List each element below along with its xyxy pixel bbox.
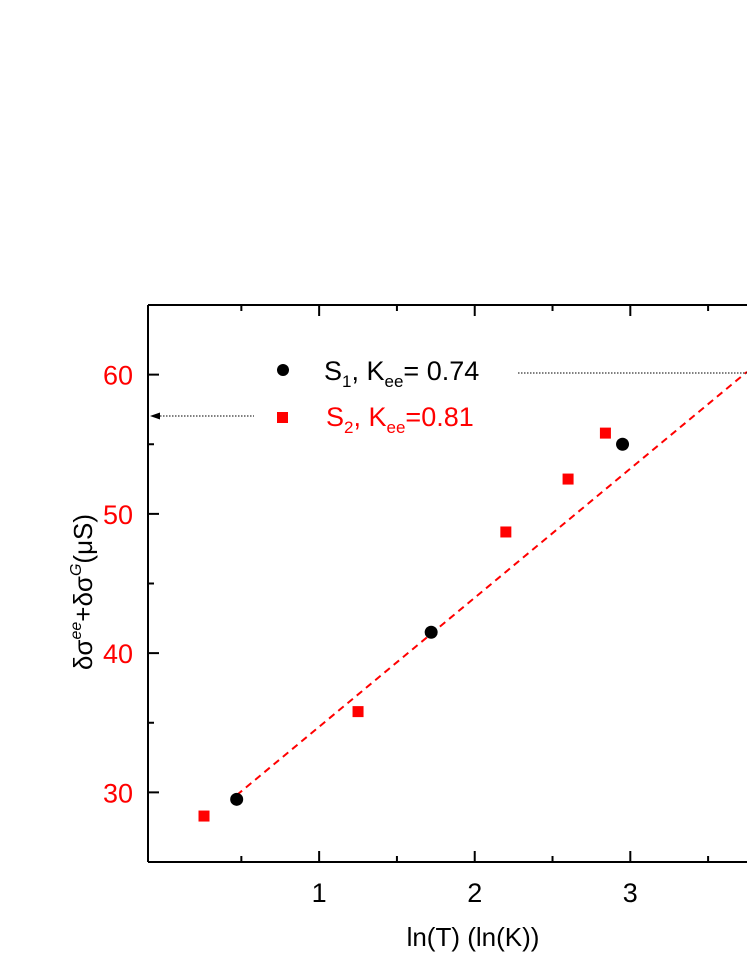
y-label-sup2: G bbox=[68, 564, 85, 576]
y-label-sup1: ee bbox=[68, 622, 85, 640]
y-tick-labels: 30 40 50 60 bbox=[103, 361, 133, 809]
point-s1 bbox=[230, 792, 244, 806]
y-tick-label: 50 bbox=[103, 500, 133, 530]
fit-line-layer bbox=[236, 371, 747, 796]
plot-frame bbox=[147, 304, 747, 863]
legend-label-s1: S1, Kee= 0.74 bbox=[324, 356, 479, 391]
x-tick-label: 3 bbox=[623, 878, 638, 908]
point-s2 bbox=[500, 526, 512, 538]
data-points bbox=[198, 427, 630, 822]
point-s1 bbox=[424, 625, 438, 639]
axis-ticks bbox=[148, 304, 710, 863]
y-label-unit: (μS) bbox=[68, 514, 98, 564]
x-tick-labels: 1 2 3 bbox=[312, 878, 638, 908]
y-axis-label: δσee+δσG(μS) bbox=[68, 514, 98, 670]
fit-line bbox=[236, 371, 747, 796]
annotation-arrows bbox=[150, 372, 747, 420]
point-s2 bbox=[562, 473, 574, 485]
legend-marker-s1 bbox=[277, 364, 289, 376]
point-s2 bbox=[599, 427, 611, 439]
legend: S1, Kee= 0.74 S2, Kee=0.81 bbox=[277, 356, 479, 437]
point-s2 bbox=[198, 810, 210, 822]
y-tick-label: 30 bbox=[103, 778, 133, 808]
legend-marker-s2 bbox=[277, 412, 288, 423]
legend-label-s2: S2, Kee=0.81 bbox=[326, 402, 474, 437]
y-tick-label: 60 bbox=[103, 361, 133, 391]
y-label-delta2: δσ bbox=[68, 576, 98, 607]
x-tick-label: 2 bbox=[467, 878, 482, 908]
point-s1 bbox=[616, 437, 630, 451]
x-tick-label: 1 bbox=[312, 878, 327, 908]
point-s2 bbox=[352, 706, 364, 718]
arrow-left-head bbox=[150, 412, 160, 420]
y-label-delta1: δσ bbox=[68, 640, 98, 671]
y-tick-label: 40 bbox=[103, 639, 133, 669]
x-axis-label: ln(T) (ln(K)) bbox=[407, 922, 540, 952]
y-label-plus: + bbox=[68, 607, 98, 622]
